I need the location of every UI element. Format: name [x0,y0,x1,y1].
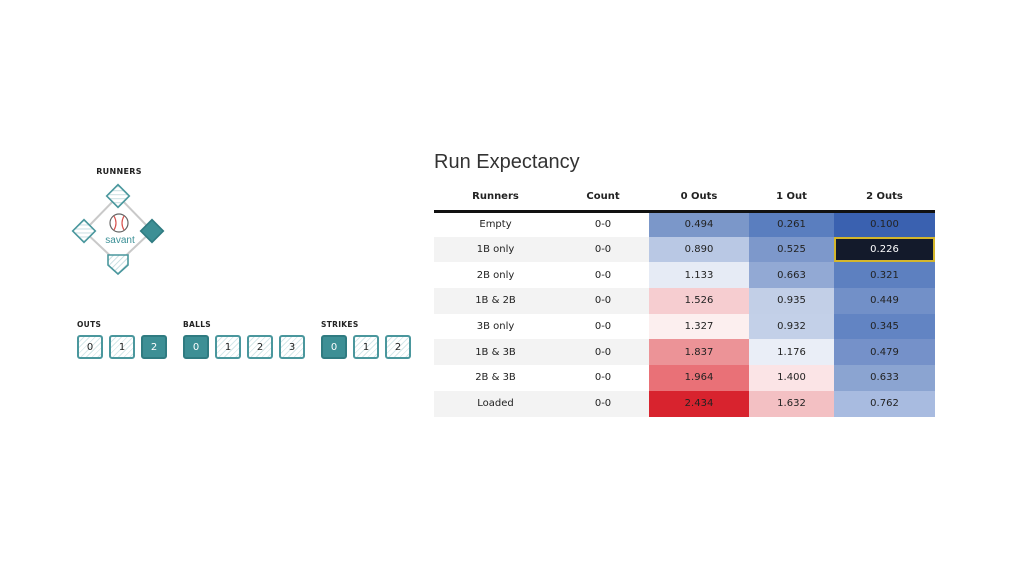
baseball-icon [109,213,129,233]
runners-cell: Loaded [434,390,557,417]
table-row: Loaded 0-0 2.434 1.632 0.762 [434,390,935,417]
run-value-cell[interactable]: 1.837 [649,339,749,366]
run-value-cell[interactable]: 1.632 [749,390,834,417]
count-cell: 0-0 [557,390,649,417]
table-row: Empty 0-0 0.494 0.261 0.100 [434,211,935,237]
run-value-cell[interactable]: 1.133 [649,262,749,289]
savant-logo-text: savant [105,235,135,246]
run-value-cell[interactable]: 1.176 [749,339,834,366]
table-row: 1B & 2B 0-0 1.526 0.935 0.449 [434,288,935,314]
balls-option-3-button[interactable]: 3 [279,335,305,359]
second-base-icon[interactable] [105,183,131,209]
runners-cell: 1B & 2B [434,288,557,314]
run-value-cell[interactable]: 0.321 [834,262,935,289]
run-value-cell[interactable]: 0.100 [834,211,935,237]
run-value-cell[interactable]: 0.449 [834,288,935,314]
run-value-cell[interactable]: 0.663 [749,262,834,289]
baseball-diamond: savant [71,183,165,279]
table-row: 1B & 3B 0-0 1.837 1.176 0.479 [434,339,935,366]
run-value-cell[interactable]: 1.327 [649,313,749,340]
run-value-cell[interactable]: 0.525 [749,236,834,263]
count-cell: 0-0 [594,321,612,333]
strikes-label: STRIKES [321,320,359,329]
run-value-cell[interactable]: 0.932 [749,313,834,340]
runners-cell: Empty [479,219,512,231]
runners-cell: 1B only [434,236,557,263]
count-cell: 0-0 [594,269,612,281]
runners-cell: 3B only [476,321,515,333]
header-0-outs: 0 Outs [649,184,749,213]
header-1-out: 1 Out [749,184,834,213]
run-value-cell[interactable]: 1.964 [649,365,749,391]
balls-label: BALLS [183,320,211,329]
count-cell: 0-0 [557,288,649,314]
strikes-option-0-button[interactable]: 0 [321,335,347,359]
outs-option-2-button[interactable]: 2 [141,335,167,359]
table-header-row: Runners Count 0 Outs 1 Out 2 Outs [434,184,935,213]
run-value-cell[interactable]: 0.226 [834,236,935,263]
run-expectancy-title: Run Expectancy [434,151,580,173]
run-value-cell[interactable]: 0.261 [749,211,834,237]
strikes-option-2-button[interactable]: 2 [385,335,411,359]
run-value-cell[interactable]: 1.400 [749,365,834,391]
outs-option-1-button[interactable]: 1 [109,335,135,359]
header-2-outs: 2 Outs [834,184,935,213]
table-row: 2B & 3B 0-0 1.964 1.400 0.633 [434,365,935,391]
outs-option-0-button[interactable]: 0 [77,335,103,359]
run-value-cell[interactable]: 0.345 [834,313,935,340]
count-cell: 0-0 [594,219,612,231]
run-value-cell[interactable]: 0.890 [649,236,749,263]
run-expectancy-table: Runners Count 0 Outs 1 Out 2 Outs Empty 0… [434,184,935,417]
run-value-cell[interactable]: 1.526 [649,288,749,314]
third-base-icon[interactable] [71,218,97,244]
count-cell: 0-0 [557,236,649,263]
header-count: Count [557,184,649,213]
table-row: 2B only 0-0 1.133 0.663 0.321 [434,262,935,289]
runners-cell: 2B & 3B [475,372,516,384]
outs-label: OUTS [77,320,102,329]
count-cell: 0-0 [557,339,649,366]
run-value-cell[interactable]: 2.434 [649,390,749,417]
count-cell: 0-0 [594,372,612,384]
first-base-icon[interactable] [139,218,165,244]
run-value-cell[interactable]: 0.935 [749,288,834,314]
balls-option-0-button[interactable]: 0 [183,335,209,359]
balls-option-1-button[interactable]: 1 [215,335,241,359]
table-row: 1B only 0-0 0.890 0.525 0.226 [434,236,935,263]
run-value-cell[interactable]: 0.479 [834,339,935,366]
header-runners: Runners [434,184,557,213]
run-value-cell[interactable]: 0.762 [834,390,935,417]
run-value-cell[interactable]: 0.494 [649,211,749,237]
table-row: 3B only 0-0 1.327 0.932 0.345 [434,313,935,340]
home-plate-icon[interactable] [107,254,129,276]
balls-option-2-button[interactable]: 2 [247,335,273,359]
runners-title: RUNNERS [96,167,142,176]
runners-cell: 2B only [476,269,515,281]
run-value-cell[interactable]: 0.633 [834,365,935,391]
strikes-option-1-button[interactable]: 1 [353,335,379,359]
runners-cell: 1B & 3B [434,339,557,366]
